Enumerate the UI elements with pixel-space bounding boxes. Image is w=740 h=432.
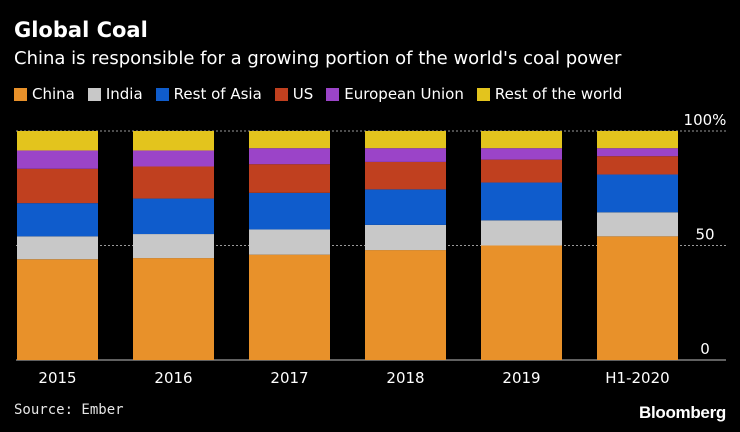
- legend-item-rest-of-asia: Rest of Asia: [155, 85, 262, 103]
- legend-swatch: [87, 88, 101, 101]
- legend-swatch: [274, 88, 288, 101]
- legend-label: India: [105, 85, 143, 103]
- chart-legend: China India Rest of Asia US European Uni…: [14, 87, 635, 102]
- bar-segment-rest-of-asia: [365, 189, 446, 225]
- bar-segment-us: [597, 156, 678, 175]
- bar-segment-rest-of-the-world: [597, 131, 678, 149]
- bar-segment-china: [17, 259, 98, 360]
- x-tick-label: 2016: [154, 369, 192, 387]
- y-tick-label: 100%: [684, 111, 727, 129]
- legend-label: Rest of the world: [494, 85, 623, 103]
- legend-label: Rest of Asia: [173, 85, 262, 103]
- x-tick-label: H1-2020: [605, 369, 669, 387]
- bar-segment-india: [133, 234, 214, 259]
- x-tick-label: 2015: [38, 369, 76, 387]
- bar-segment-us: [365, 161, 446, 190]
- bar-segment-india: [365, 224, 446, 251]
- bar-segment-rest-of-asia: [17, 203, 98, 237]
- legend-swatch: [14, 88, 27, 101]
- bar-segment-india: [249, 229, 330, 255]
- bar-segment-india: [597, 212, 678, 237]
- source-note: Source: Ember: [14, 402, 124, 418]
- bar-segment-us: [481, 159, 562, 183]
- bar-segment-china: [365, 250, 446, 360]
- bar-segment-china: [133, 258, 214, 360]
- x-tick-label: 2017: [270, 369, 308, 387]
- bar-segment-india: [17, 236, 98, 260]
- y-tick-label: 50: [695, 226, 714, 244]
- x-tick-label: 2018: [386, 369, 424, 387]
- legend-label: US: [292, 85, 314, 103]
- chart-title: Global Coal: [14, 18, 148, 42]
- y-tick-label: 0: [700, 340, 710, 358]
- bar-segment-china: [249, 254, 330, 360]
- bar-segment-india: [481, 220, 562, 246]
- bar-segment-rest-of-the-world: [17, 131, 98, 151]
- legend-item-european-union: European Union: [326, 87, 464, 102]
- bar-segment-rest-of-the-world: [365, 131, 446, 149]
- bar-segment-rest-of-asia: [249, 192, 330, 230]
- bloomberg-logo: Bloomberg: [638, 403, 726, 422]
- bar-segment-european-union: [597, 148, 678, 157]
- legend-swatch: [476, 88, 490, 101]
- legend-item-rest-of-the-world: Rest of the world: [476, 85, 623, 103]
- bar-segment-european-union: [481, 148, 562, 160]
- legend-label: China: [32, 85, 75, 103]
- bar-segment-rest-of-asia: [597, 174, 678, 213]
- chart-subtitle: China is responsible for a growing porti…: [14, 48, 622, 69]
- legend-swatch: [326, 88, 340, 101]
- bar-segment-rest-of-the-world: [133, 131, 214, 151]
- bar-segment-us: [17, 168, 98, 204]
- bar-segment-european-union: [133, 150, 214, 167]
- bar-segment-rest-of-the-world: [249, 131, 330, 149]
- bar-segment-china: [597, 236, 678, 360]
- bar-segment-european-union: [17, 150, 98, 169]
- bar-segment-us: [133, 166, 214, 199]
- legend-item-us: US: [274, 85, 314, 103]
- bar-segment-rest-of-asia: [133, 198, 214, 235]
- bar-segment-us: [249, 164, 330, 193]
- bar-segment-european-union: [249, 148, 330, 165]
- bar-segment-rest-of-the-world: [481, 131, 562, 149]
- x-tick-label: 2019: [502, 369, 540, 387]
- bar-segment-european-union: [365, 148, 446, 162]
- legend-label: European Union: [344, 85, 464, 103]
- legend-item-india: India: [87, 85, 143, 103]
- bar-segment-china: [481, 245, 562, 360]
- legend-swatch: [155, 88, 169, 101]
- bar-segment-rest-of-asia: [481, 182, 562, 221]
- legend-item-china: China: [14, 87, 75, 102]
